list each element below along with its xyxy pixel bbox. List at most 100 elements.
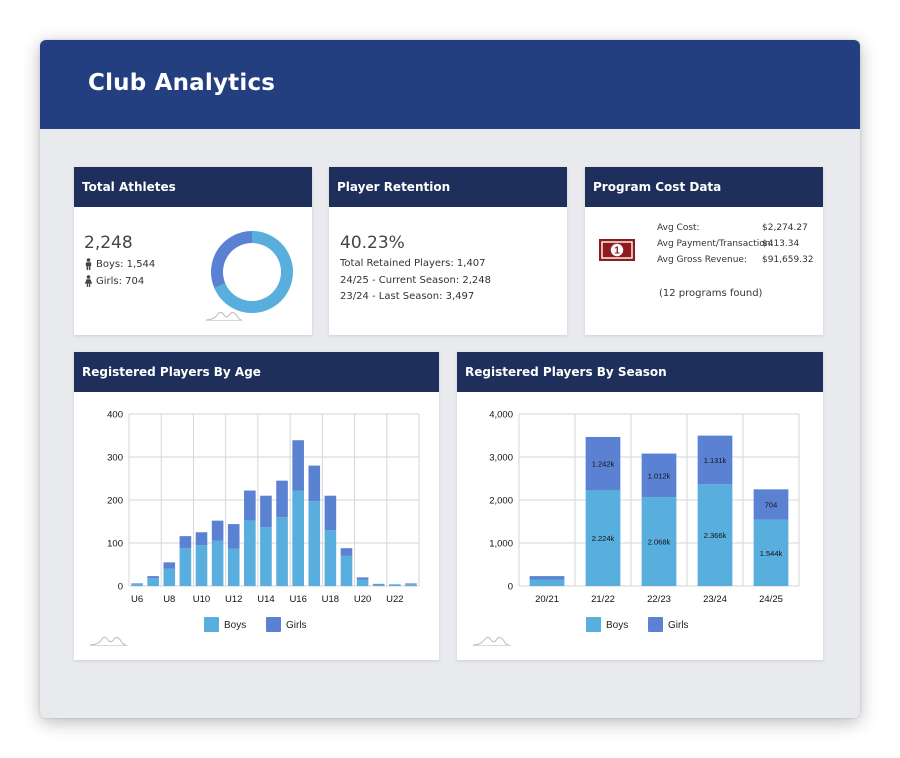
bar-boys-24-25[interactable] [753,519,789,586]
donut-slice-boys[interactable] [214,231,293,313]
bar-boys-u6[interactable] [131,584,143,586]
bar-data-label: 2.224k [592,534,615,543]
bar-girls-u20[interactable] [356,577,369,580]
bar-girls-u14[interactable] [260,495,272,528]
bar-data-label: 1.242k [592,460,615,469]
players-by-age-header: Registered Players By Age [74,352,439,392]
x-tick-label: 24/25 [759,594,783,605]
player-retention-card: Player Retention 40.23% Total Retained P… [329,167,567,335]
chart-watermark-icon [205,311,243,321]
program-cost-header: Program Cost Data [585,167,823,207]
bar-data-label: 704 [765,500,778,509]
bar-girls-u9[interactable] [179,536,192,549]
boys-count: Boys: 1,544 [96,258,156,270]
x-tick-label: U12 [225,594,242,605]
avg-cost-value: $2,274.27 [762,223,808,233]
donut-slice-girls[interactable] [211,231,252,288]
bar-girls-24-25[interactable] [753,489,789,520]
bar-boys-u20[interactable] [356,579,369,586]
bar-boys-u10[interactable] [195,545,208,586]
bar-girls-u21[interactable] [372,583,385,585]
total-athletes-header: Total Athletes [74,167,312,207]
bar-girls-u13[interactable] [244,490,256,521]
current-season-line: 24/25 - Current Season: 2,248 [340,275,491,286]
last-season-line: 23/24 - Last Season: 3,497 [340,291,475,302]
legend-swatch-boys[interactable] [204,617,219,632]
chart-watermark-icon [89,636,127,646]
bar-girls-u15[interactable] [276,480,288,518]
legend-label-girls[interactable]: Girls [286,620,307,631]
bar-boys-u17[interactable] [308,501,321,586]
y-tick-label: 400 [107,410,123,421]
legend-label-boys[interactable]: Boys [224,620,246,631]
y-tick-label: 200 [107,496,123,507]
bar-girls-22-23[interactable] [641,453,677,498]
y-tick-label: 0 [508,582,513,593]
bar-girls-23-24[interactable] [697,435,733,485]
player-retention-header: Player Retention [329,167,567,207]
bar-boys-20-21[interactable] [529,579,565,586]
bar-girls-20-21[interactable] [529,576,565,580]
bar-boys-u13[interactable] [244,520,256,586]
bar-boys-22-23[interactable] [641,497,677,586]
bar-girls-u23[interactable] [405,583,417,585]
y-tick-label: 2,000 [489,496,513,507]
bar-boys-u18[interactable] [324,530,337,586]
legend-swatch-girls[interactable] [648,617,663,632]
avg-revenue-value: $91,659.32 [762,255,814,265]
bar-boys-u9[interactable] [179,548,192,586]
bar-girls-u16[interactable] [292,440,304,491]
program-cost-card: Program Cost Data 1 Avg Cost: $2,274.27 … [585,167,823,335]
x-tick-label: U10 [193,594,210,605]
boys-count-row: Boys: 1,544 [84,258,155,270]
bar-boys-u23[interactable] [405,584,417,586]
bar-girls-u6[interactable] [131,583,143,585]
bar-girls-u18[interactable] [324,495,337,531]
programs-found-note: (12 programs found) [659,288,763,299]
x-tick-label: 22/23 [647,594,671,605]
bar-girls-u8[interactable] [163,562,176,569]
bar-girls-21-22[interactable] [585,436,621,491]
bar-boys-u12[interactable] [227,548,240,586]
y-tick-label: 0 [118,582,123,593]
bar-girls-u10[interactable] [195,532,208,546]
y-tick-label: 3,000 [489,453,513,464]
bar-girls-u11[interactable] [211,520,224,541]
bar-boys-u7[interactable] [147,578,159,586]
bar-girls-u7[interactable] [147,576,159,579]
bar-boys-u16[interactable] [292,490,304,586]
bar-boys-u15[interactable] [276,517,288,586]
bar-boys-u22[interactable] [389,584,401,586]
x-tick-label: U8 [163,594,175,605]
bar-boys-23-24[interactable] [697,484,733,586]
x-tick-label: U14 [257,594,274,605]
x-tick-label: U6 [131,594,143,605]
bar-girls-u19[interactable] [340,548,353,556]
bar-data-label: 2.366k [704,531,727,540]
x-tick-label: U16 [289,594,306,605]
avg-revenue-label: Avg Gross Revenue: [657,255,747,265]
x-tick-label: U20 [354,594,371,605]
bar-boys-u8[interactable] [163,568,176,586]
money-bill-icon: 1 [599,239,635,261]
x-tick-label: U18 [322,594,339,605]
legend-swatch-girls[interactable] [266,617,281,632]
y-tick-label: 4,000 [489,410,513,421]
bar-data-label: 1.131k [704,456,727,465]
bar-girls-u12[interactable] [227,524,240,549]
bar-boys-u19[interactable] [340,555,353,586]
girls-count: Girls: 704 [96,275,145,287]
girl-icon [84,275,93,287]
bar-boys-21-22[interactable] [585,490,621,586]
legend-swatch-boys[interactable] [586,617,601,632]
y-tick-label: 100 [107,539,123,550]
bar-boys-u11[interactable] [211,540,224,586]
bar-boys-u21[interactable] [372,584,385,586]
players-by-season-card: Registered Players By Season 0 1,000 2,000… [457,352,823,660]
bar-girls-u17[interactable] [308,465,321,502]
legend-label-girls[interactable]: Girls [668,620,689,631]
dashboard-window: Club Analytics Total Athletes 2,248 Boys… [40,40,860,718]
legend-label-boys[interactable]: Boys [606,620,628,631]
bar-boys-u14[interactable] [260,527,272,586]
avg-payment-label: Avg Payment/Transaction: [657,239,774,249]
